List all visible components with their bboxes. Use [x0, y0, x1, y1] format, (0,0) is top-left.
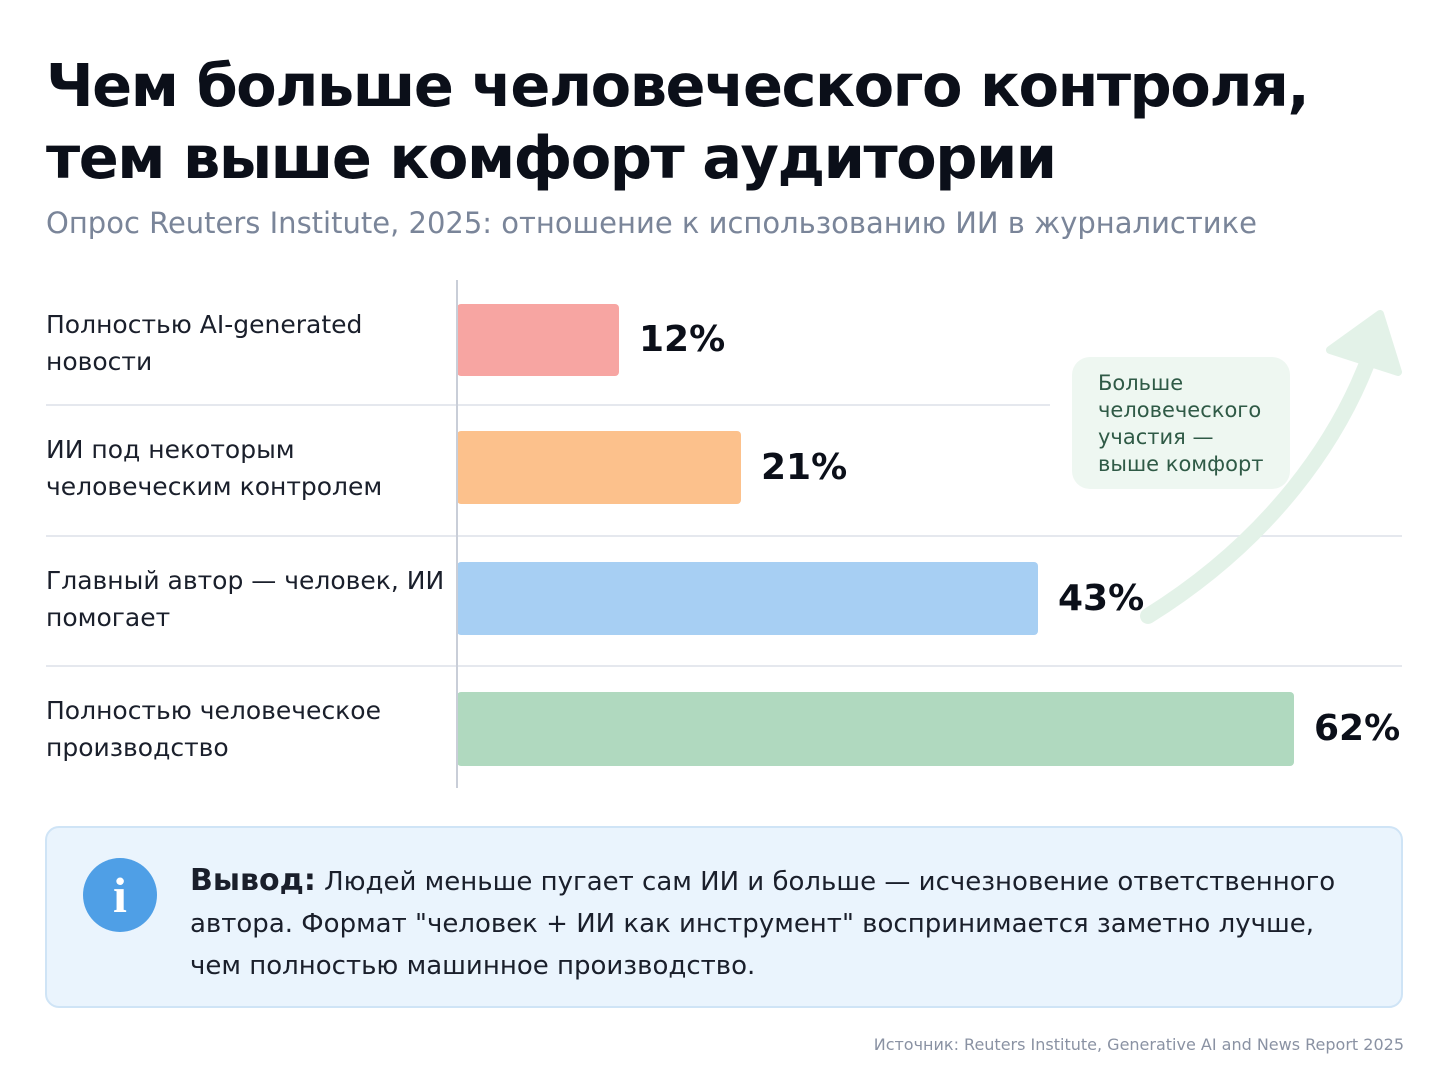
chart-subtitle: Опрос Reuters Institute, 2025: отношение…: [46, 206, 1257, 240]
source-note: Источник: Reuters Institute, Generative …: [873, 1035, 1404, 1054]
bar-value-label: 12%: [639, 319, 726, 360]
conclusion-box: i Вывод: Людей меньше пугает сам ИИ и бо…: [45, 826, 1403, 1008]
bar: [457, 692, 1294, 766]
bar: [457, 304, 619, 376]
bar: [457, 431, 741, 504]
category-label: Полностью AI-generated новости: [46, 310, 363, 376]
conclusion-label: Вывод:: [190, 863, 316, 898]
trend-arrow: [1140, 342, 1380, 624]
bar-value-label: 62%: [1314, 708, 1401, 749]
bar-chart-canvas: [46, 280, 1402, 788]
conclusion-body: Людей меньше пугает сам ИИ и больше — ис…: [190, 867, 1336, 981]
bar-value-label: 43%: [1058, 577, 1145, 619]
trend-arrow-head: [1326, 310, 1402, 376]
info-icon: i: [83, 858, 157, 932]
chart-title: Чем больше человеческого контроля, тем в…: [46, 51, 1310, 192]
bar-value-label: 21%: [761, 446, 848, 488]
trend-annotation: Больше человеческого участия — выше комф…: [1072, 357, 1290, 489]
category-label: ИИ под некоторым человеческим контролем: [46, 435, 383, 501]
bar: [457, 562, 1038, 635]
category-label: Главный автор — человек, ИИ помогает: [46, 566, 445, 632]
conclusion-text: Вывод: Людей меньше пугает сам ИИ и боль…: [190, 860, 1370, 987]
category-label: Полностью человеческое производство: [46, 696, 381, 762]
bar-chart: 12% Полностью AI-generated новости 21% ИИ п…: [0, 280, 1448, 800]
